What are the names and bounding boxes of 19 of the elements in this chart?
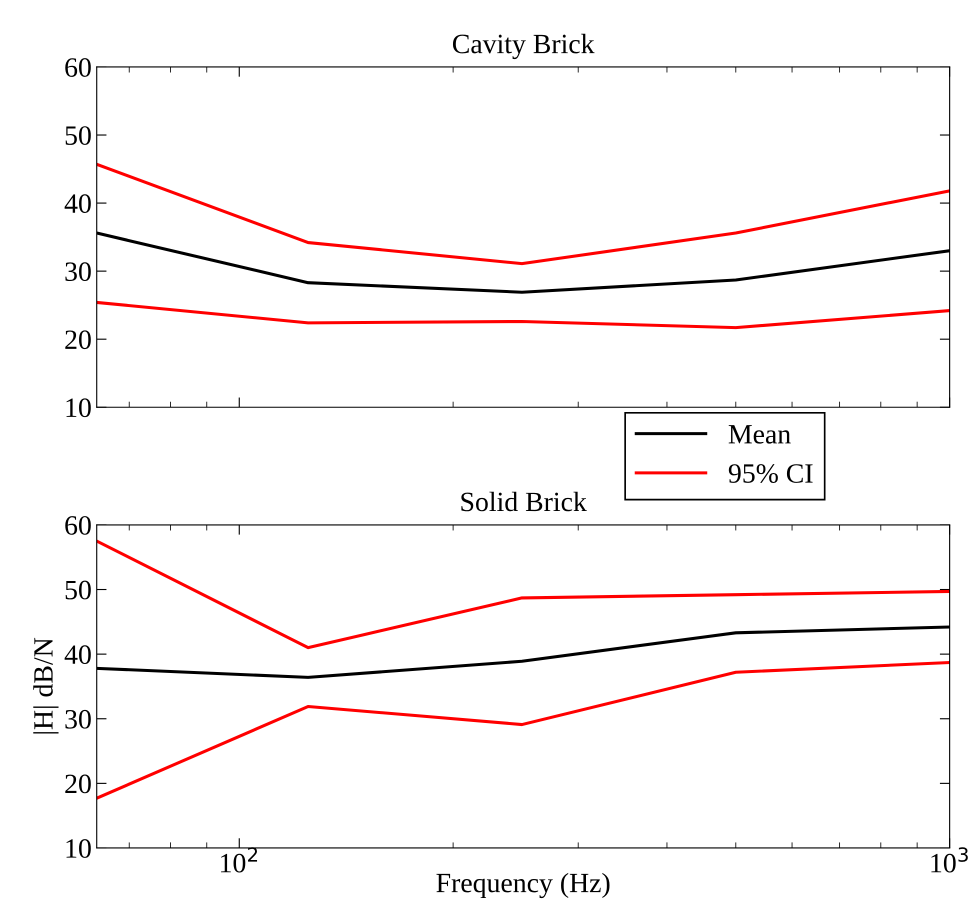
y-tick-label: 40	[64, 645, 91, 664]
y-tick-label: 30	[65, 710, 91, 729]
legend-label: 95% CI	[728, 464, 813, 483]
y-tick-label: 10	[66, 839, 91, 858]
y-tick-label: 10	[66, 398, 91, 418]
y-tick-label: 30	[65, 262, 91, 282]
y-tick-label: 50	[66, 126, 91, 145]
x-axis-title: Frequency (Hz)	[436, 872, 610, 898]
y-tick-label: 40	[64, 194, 91, 213]
chart-title: Cavity Brick	[452, 34, 595, 60]
chart-title: Solid Brick	[461, 492, 587, 512]
y-tick-label: 20	[65, 330, 91, 350]
y-tick-label: 50	[66, 580, 91, 600]
y-tick-label: 60	[65, 58, 91, 77]
y-axis-title: |H| dB/N	[33, 638, 59, 734]
legend-label: Mean	[728, 425, 791, 444]
y-tick-label: 60	[65, 516, 91, 535]
y-tick-label: 20	[65, 774, 91, 794]
x-tick-label: 10$^{3}$	[931, 847, 968, 873]
